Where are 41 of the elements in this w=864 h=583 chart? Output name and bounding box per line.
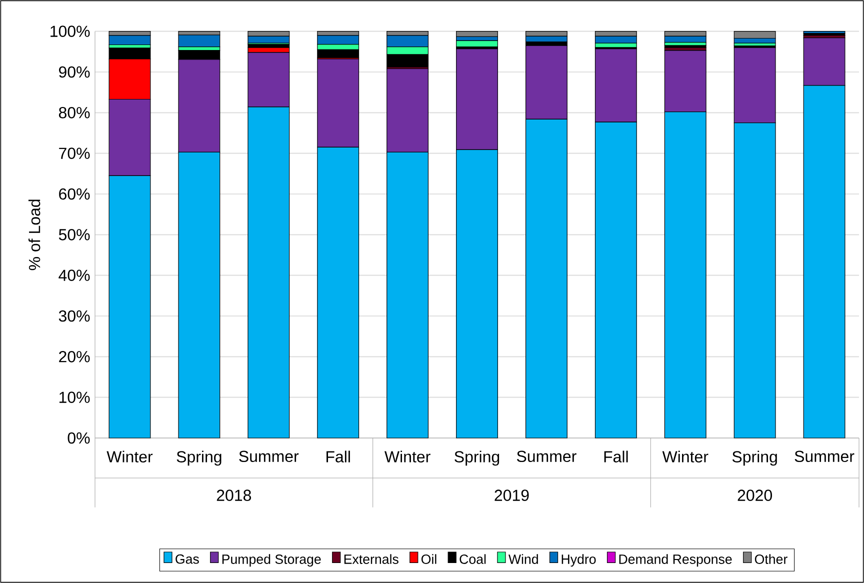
y-tick-label: 50%: [58, 229, 90, 240]
y-tick-label: 60%: [59, 188, 90, 200]
legend-label: Wind: [508, 554, 538, 564]
x-tick-label: Fall: [326, 450, 350, 462]
legend-label: Demand Response: [619, 554, 732, 567]
legend-label: Other: [754, 554, 788, 564]
legend-label: Hydro: [562, 554, 596, 567]
bar: [456, 31, 498, 37]
x-tick-label: Summer: [239, 450, 299, 462]
text: 2018: [216, 490, 251, 501]
legend-label: Coal: [460, 554, 486, 564]
y-tick-label: 30%: [58, 310, 90, 322]
y-tick-label: 80%: [58, 107, 90, 118]
text: 2020: [738, 490, 772, 501]
y-tick-label: 10%: [59, 392, 90, 403]
bar: [456, 40, 498, 48]
y-tick-label: 70%: [59, 148, 90, 159]
y-tick-label: 100%: [50, 26, 90, 37]
x-tick-label: Spring: [454, 450, 500, 466]
x-tick-label: Fall: [604, 450, 628, 462]
x-tick-label: Winter: [106, 450, 153, 462]
x-tick-label: Winter: [662, 450, 708, 462]
x-tick-label: Winter: [384, 450, 430, 462]
x-tick-label: Summer: [516, 450, 576, 462]
y-axis-title: % of Load: [28, 200, 40, 270]
y-tick-label: 0%: [68, 432, 90, 444]
legend-label: Gas: [176, 554, 199, 564]
legend-label: Externals: [344, 554, 398, 564]
bar: [734, 31, 776, 39]
x-tick-label: Spring: [176, 450, 222, 466]
bar: [664, 45, 706, 48]
legend-label: Pumped Storage: [222, 554, 321, 567]
bar: [108, 35, 151, 46]
y-tick-label: 20%: [59, 351, 90, 362]
legend-label: Oil: [421, 554, 436, 564]
x-tick-label: Summer: [794, 450, 854, 462]
x-tick-label: Spring: [732, 450, 777, 466]
bar: [178, 34, 220, 48]
y-tick-label: 90%: [59, 66, 90, 78]
y-tick-label: 40%: [58, 270, 90, 281]
text: 2019: [494, 490, 529, 501]
